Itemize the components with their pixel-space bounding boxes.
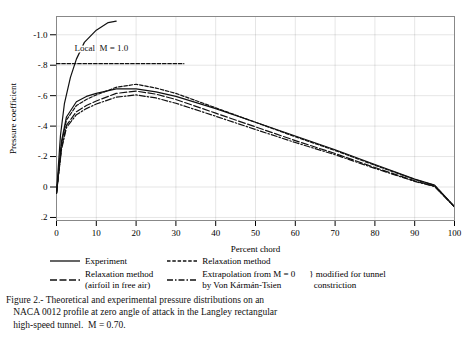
svg-text:80: 80 <box>370 228 380 238</box>
svg-text:0: 0 <box>54 228 59 238</box>
html-text:Relaxation method (airfoil in: Relaxation method (airfoil in free air) <box>85 269 154 290</box>
html-text:Figure 2.- Theoretical and exp: Figure 2.- Theoretical and experimental … <box>6 295 278 330</box>
svg-text:50: 50 <box>251 228 261 238</box>
html-text:Experiment: Experiment <box>85 256 127 266</box>
svg-text:70: 70 <box>331 228 341 238</box>
svg-text:-.4: -.4 <box>38 121 48 131</box>
svg-text:0: 0 <box>43 182 48 192</box>
svg-text:-.6: -.6 <box>38 91 48 101</box>
svg-text:Local M = 1.0: Local M = 1.0 <box>74 43 128 53</box>
svg-text:.2: .2 <box>41 212 48 222</box>
html-text:} modified for tunnel constric: } modified for tunnel constriction <box>309 269 386 290</box>
svg-text:-1.0: -1.0 <box>33 30 48 40</box>
svg-text:-.2: -.2 <box>38 151 48 161</box>
html-text:Extrapolation from M = 0 by Vo: Extrapolation from M = 0 by Von Kármán-T… <box>202 269 296 290</box>
svg-text:90: 90 <box>410 228 420 238</box>
svg-text:-.8: -.8 <box>38 60 48 70</box>
svg-text:40: 40 <box>211 228 221 238</box>
html-text:Relaxation method: Relaxation method <box>202 256 271 266</box>
svg-text:20: 20 <box>132 228 142 238</box>
svg-text:10: 10 <box>92 228 102 238</box>
svg-text:Pressure coefficient: Pressure coefficient <box>8 82 18 154</box>
svg-text:30: 30 <box>171 228 181 238</box>
svg-text:Percent chord: Percent chord <box>231 244 281 254</box>
svg-text:60: 60 <box>291 228 301 238</box>
svg-text:100: 100 <box>448 228 462 238</box>
